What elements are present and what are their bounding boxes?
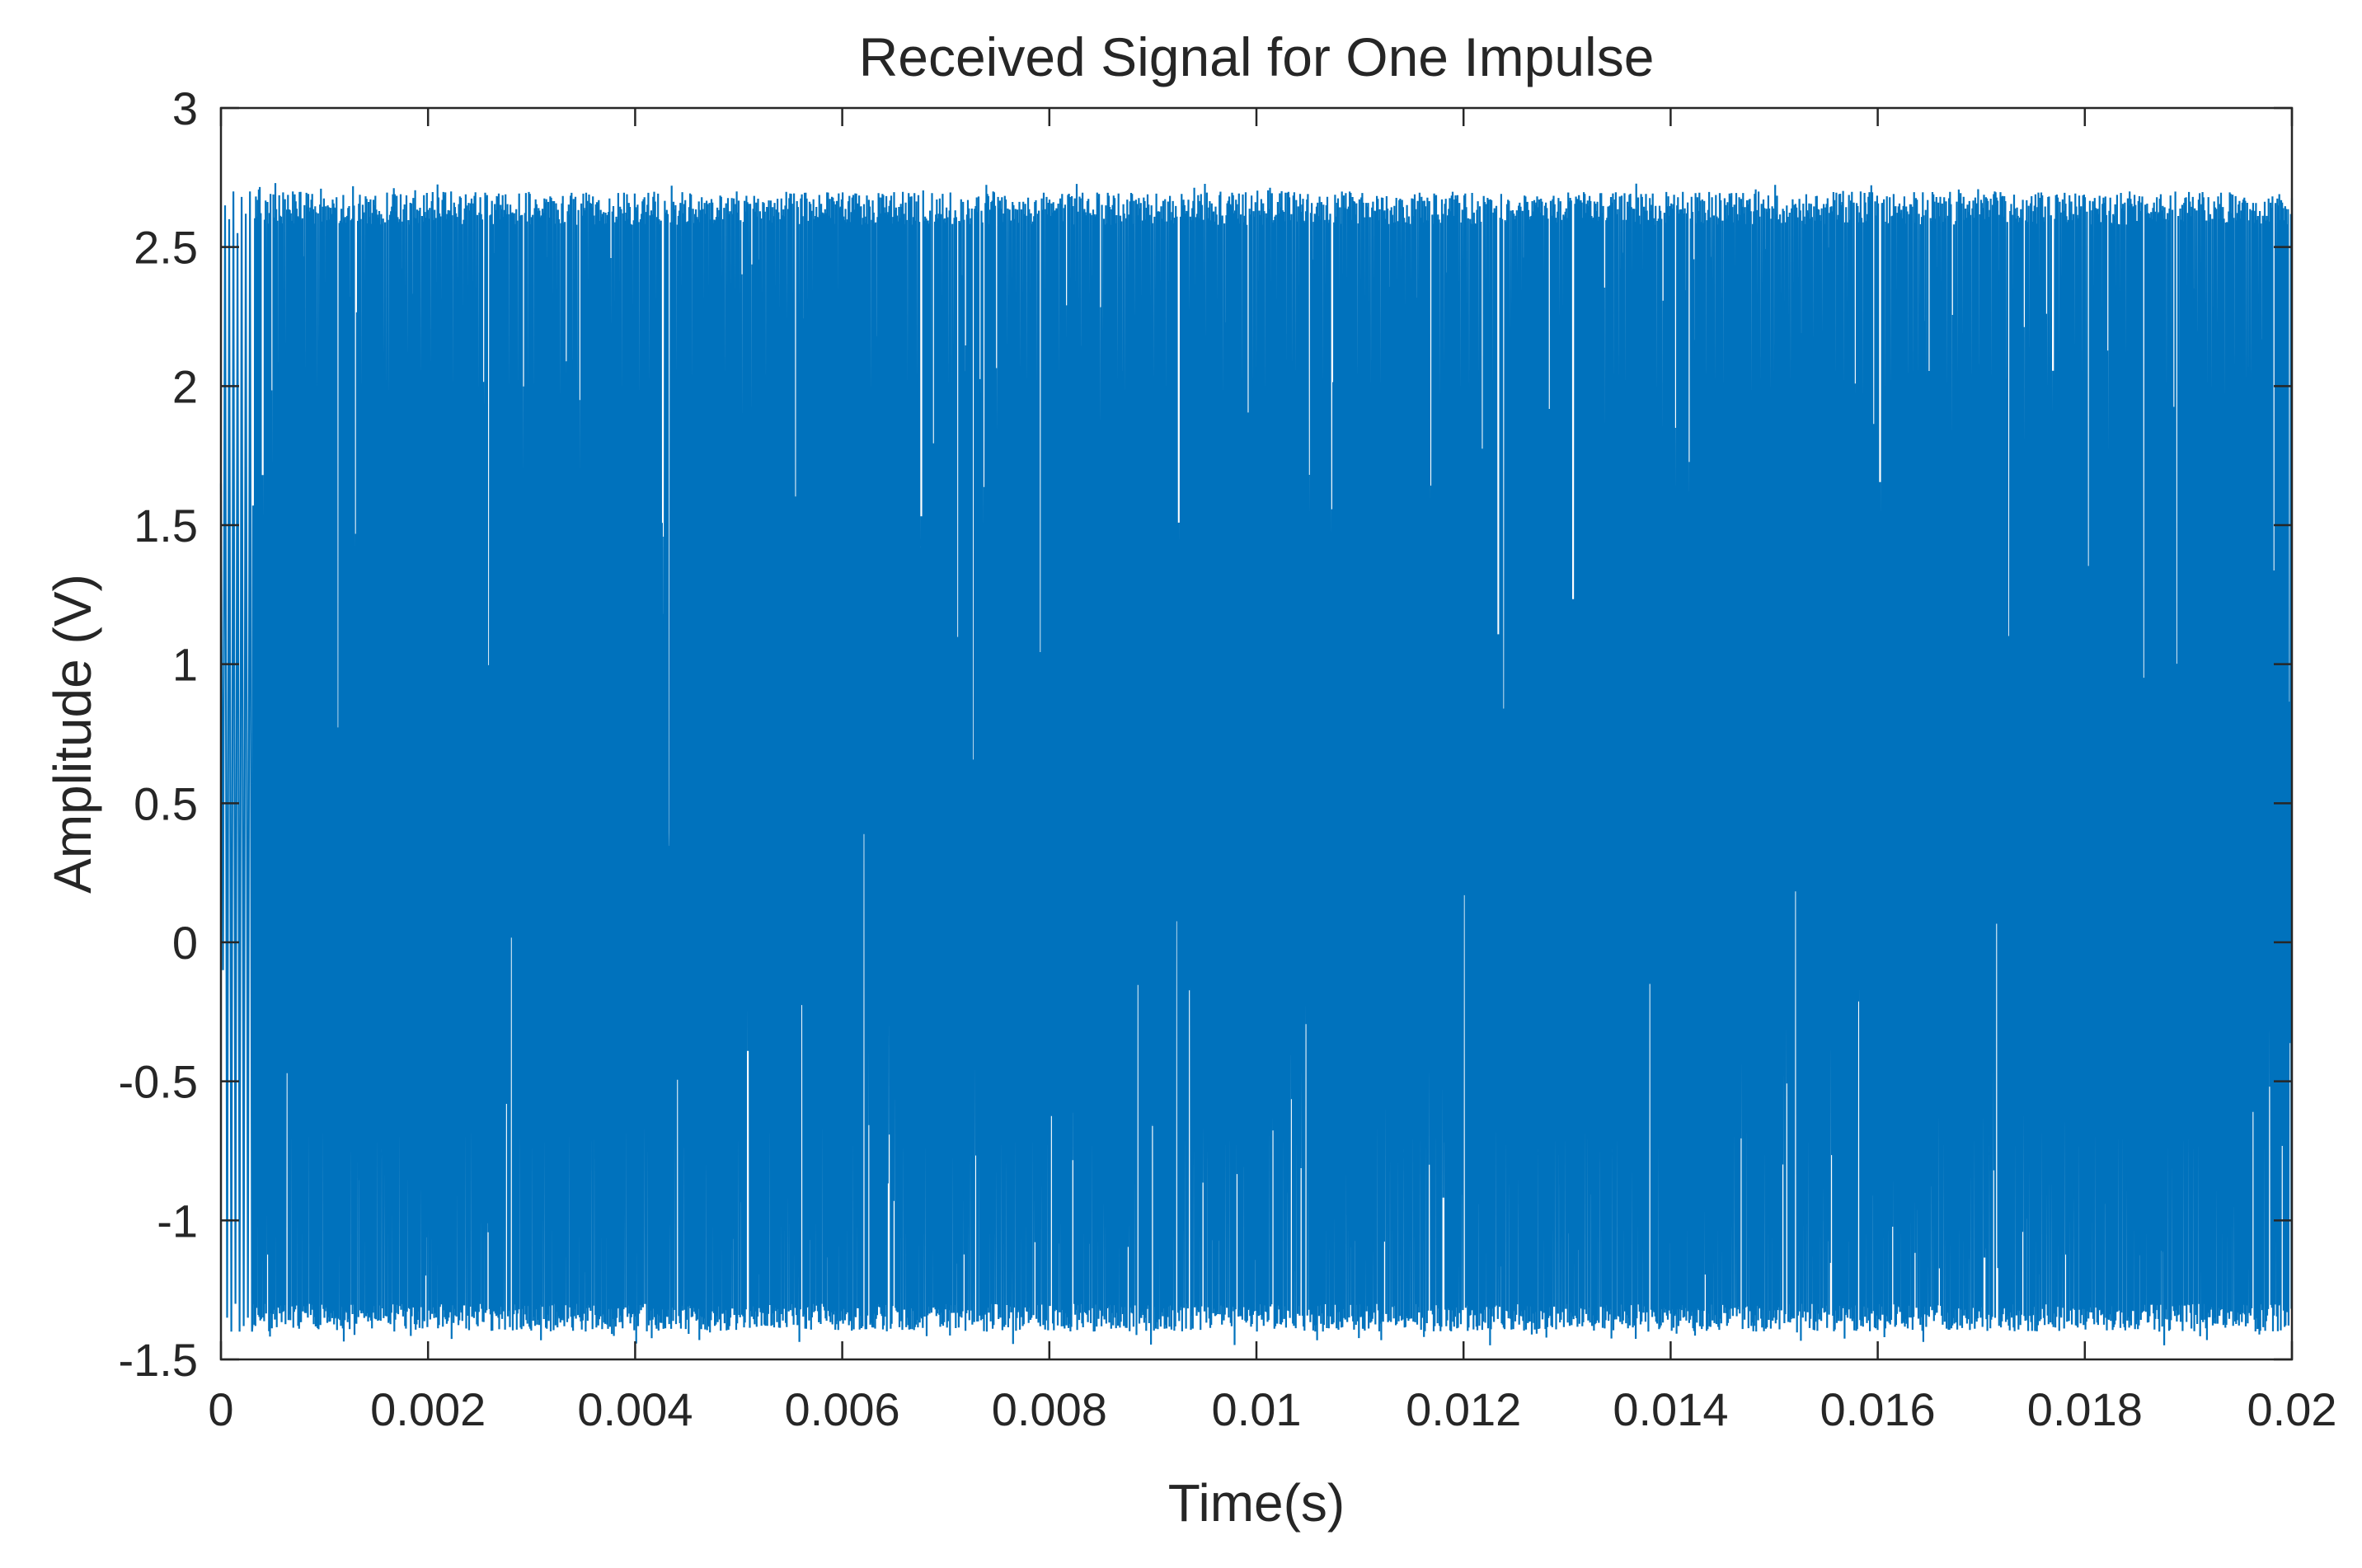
x-tick-label: 0.012 — [1406, 1383, 1521, 1435]
signal-line — [219, 183, 2294, 1345]
x-tick-label: 0.01 — [1212, 1383, 1302, 1435]
y-tick-label: 1 — [172, 639, 198, 691]
y-tick-label: 0 — [172, 917, 198, 969]
y-tick-label: -0.5 — [119, 1056, 199, 1108]
y-tick-label: 2.5 — [134, 222, 198, 274]
signal-series — [219, 183, 2294, 1345]
x-tick-label: 0.002 — [370, 1383, 486, 1435]
y-tick-label: 0.5 — [134, 777, 198, 829]
x-tick-label: 0.008 — [992, 1383, 1107, 1435]
y-axis-label: Amplitude (V) — [43, 574, 102, 894]
chart-title: Received Signal for One Impulse — [859, 26, 1655, 87]
y-tick-label: -1.5 — [119, 1334, 199, 1386]
x-tick-label: 0.018 — [2027, 1383, 2143, 1435]
y-tick-label: 2 — [172, 360, 198, 412]
x-tick-label: 0.02 — [2247, 1383, 2337, 1435]
x-axis: 0 0.002 0.004 0.006 0.008 0.01 0.012 0.014 0.016… — [208, 108, 2337, 1435]
x-tick-label: 0.004 — [577, 1383, 693, 1435]
y-tick-label: 3 — [172, 82, 198, 134]
x-tick-label: 0.016 — [1820, 1383, 1936, 1435]
y-tick-label: -1 — [157, 1195, 198, 1246]
x-axis-label: Time(s) — [1168, 1473, 1345, 1533]
y-tick-label: 1.5 — [134, 500, 198, 552]
x-tick-label: 0 — [208, 1383, 233, 1435]
y-axis: -1.5 -1 -0.5 0 0.5 1 1.5 2 2.5 3 — [119, 82, 2292, 1386]
x-tick-label: 0.014 — [1613, 1383, 1728, 1435]
x-tick-label: 0.006 — [785, 1383, 900, 1435]
